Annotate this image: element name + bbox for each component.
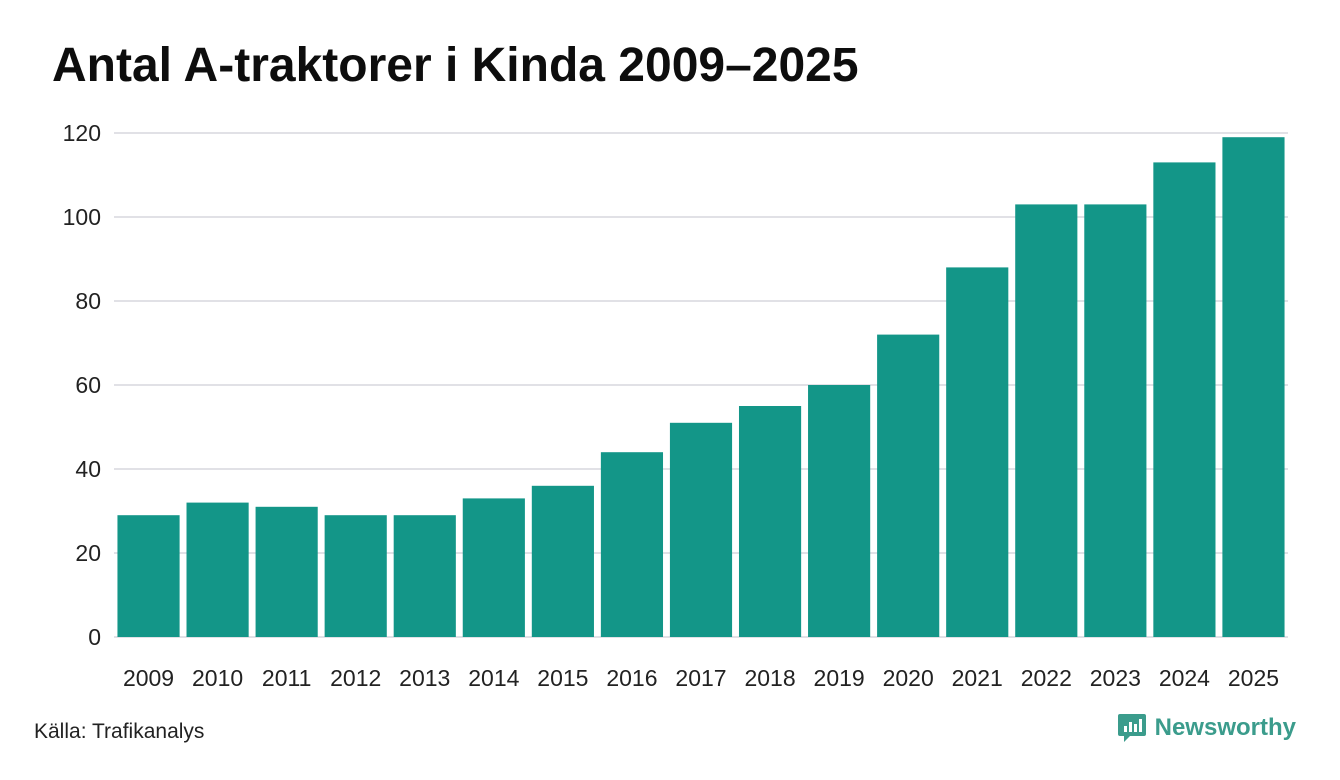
brand-name: Newsworthy [1154,714,1296,741]
x-tick-label: 2012 [330,665,381,691]
x-axis-ticks: 2009 2010 2011 2012 2013 2014 2015 2016 2017 2018… [123,665,1279,691]
y-tick-label: 40 [75,456,101,482]
y-axis-ticks: 0 20 40 60 80 100 120 [63,120,101,650]
x-tick-label: 2025 [1228,665,1279,691]
bar-chart: 0 20 40 60 80 100 120 2009 2010 2011 2012 2013 2014… [63,120,1288,691]
x-tick-label: 2011 [262,665,311,691]
y-tick-label: 100 [63,204,101,230]
x-tick-label: 2018 [744,665,795,691]
source-note: Källa: Trafikanalys [34,720,205,743]
x-tick-label: 2015 [537,665,588,691]
bar-2016 [600,452,664,637]
y-tick-label: 120 [63,120,101,146]
chart-title: Antal A-traktorer i Kinda 2009–2025 [52,39,859,92]
x-tick-label: 2010 [192,665,243,691]
x-tick-label: 2023 [1090,665,1141,691]
bar-2022 [1015,204,1078,637]
bar-2025 [1222,137,1285,637]
bar-2021 [946,267,1009,637]
x-tick-label: 2024 [1159,665,1210,691]
bar-2015 [531,485,594,637]
bar-2011 [255,506,318,637]
bar-2014 [462,498,525,637]
bar-2023 [1084,204,1147,637]
x-tick-label: 2013 [399,665,450,691]
y-tick-label: 60 [75,372,101,398]
brand-logo: Newsworthy [1117,712,1296,744]
bar-2020 [877,334,940,637]
x-tick-label: 2020 [883,665,934,691]
y-tick-label: 20 [75,540,101,566]
y-tick-label: 0 [88,624,101,650]
bar-2017 [669,422,733,637]
bar-2012 [324,515,387,637]
x-tick-label: 2019 [814,665,865,691]
x-tick-label: 2014 [468,665,519,691]
bar-2010 [186,502,249,637]
bar-2018 [738,406,802,637]
x-tick-label: 2016 [606,665,657,691]
x-tick-label: 2009 [123,665,174,691]
bar-2013 [393,515,456,637]
bar-2019 [808,385,871,637]
bar-2024 [1153,162,1216,637]
x-tick-label: 2022 [1021,665,1072,691]
newsworthy-logo-icon [1117,714,1146,742]
x-tick-label: 2017 [675,665,726,691]
bars [117,137,1285,637]
y-tick-label: 80 [75,288,101,314]
x-tick-label: 2021 [952,665,1003,691]
bar-2009 [117,515,180,637]
